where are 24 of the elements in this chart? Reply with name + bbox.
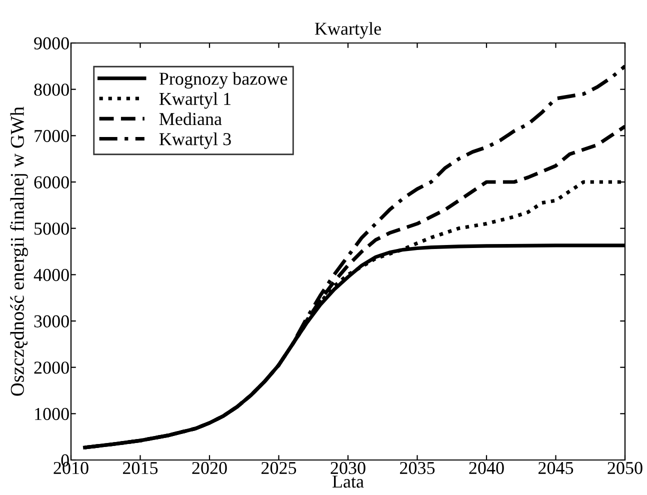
x-tick-label: 2020 [192,462,227,474]
y-tick-label: 4000 [34,268,69,282]
x-tick-label: 2025 [261,462,296,474]
x-tick-label: 2050 [608,462,642,474]
y-tick-label: 3000 [34,315,69,328]
legend-label: Mediana [159,112,222,126]
y-tick-label: 2000 [34,362,69,374]
y-tick-label: 5000 [34,222,69,235]
legend-label: Kwartyl 3 [159,132,231,149]
x-axis-title: Lata [332,476,364,488]
x-tick-label: 2015 [122,462,158,474]
legend-label: Prognozy bazowe [159,72,288,89]
y-tick-label: 9000 [34,37,69,50]
y-tick-label: 7000 [34,130,69,142]
y-tick-label: 8000 [34,84,69,96]
chart-title: Kwartyle [314,22,381,39]
x-tick-label: 2030 [330,462,366,474]
x-tick-label: 2035 [400,462,435,474]
x-tick-label: 2040 [469,462,504,474]
x-tick-label: 2045 [538,462,574,474]
legend-label: Kwartyl 1 [159,92,230,109]
y-tick-label: 6000 [34,176,69,188]
y-tick-label: 1000 [35,408,69,420]
y-axis-title: Oszczędność energii finalnej w GWh [10,106,28,396]
